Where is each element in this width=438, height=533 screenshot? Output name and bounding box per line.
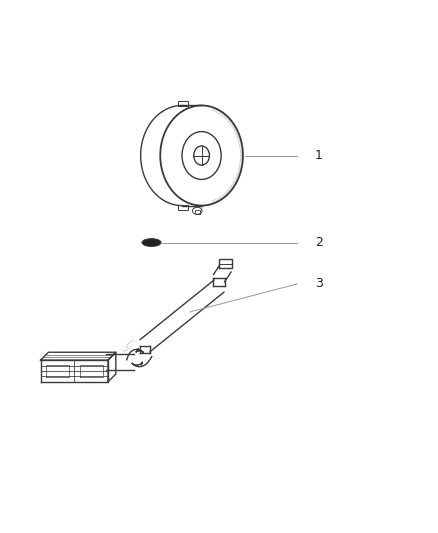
Ellipse shape: [142, 239, 161, 246]
Text: 1: 1: [315, 149, 323, 162]
Text: 3: 3: [315, 277, 323, 290]
Text: 2: 2: [315, 236, 323, 249]
